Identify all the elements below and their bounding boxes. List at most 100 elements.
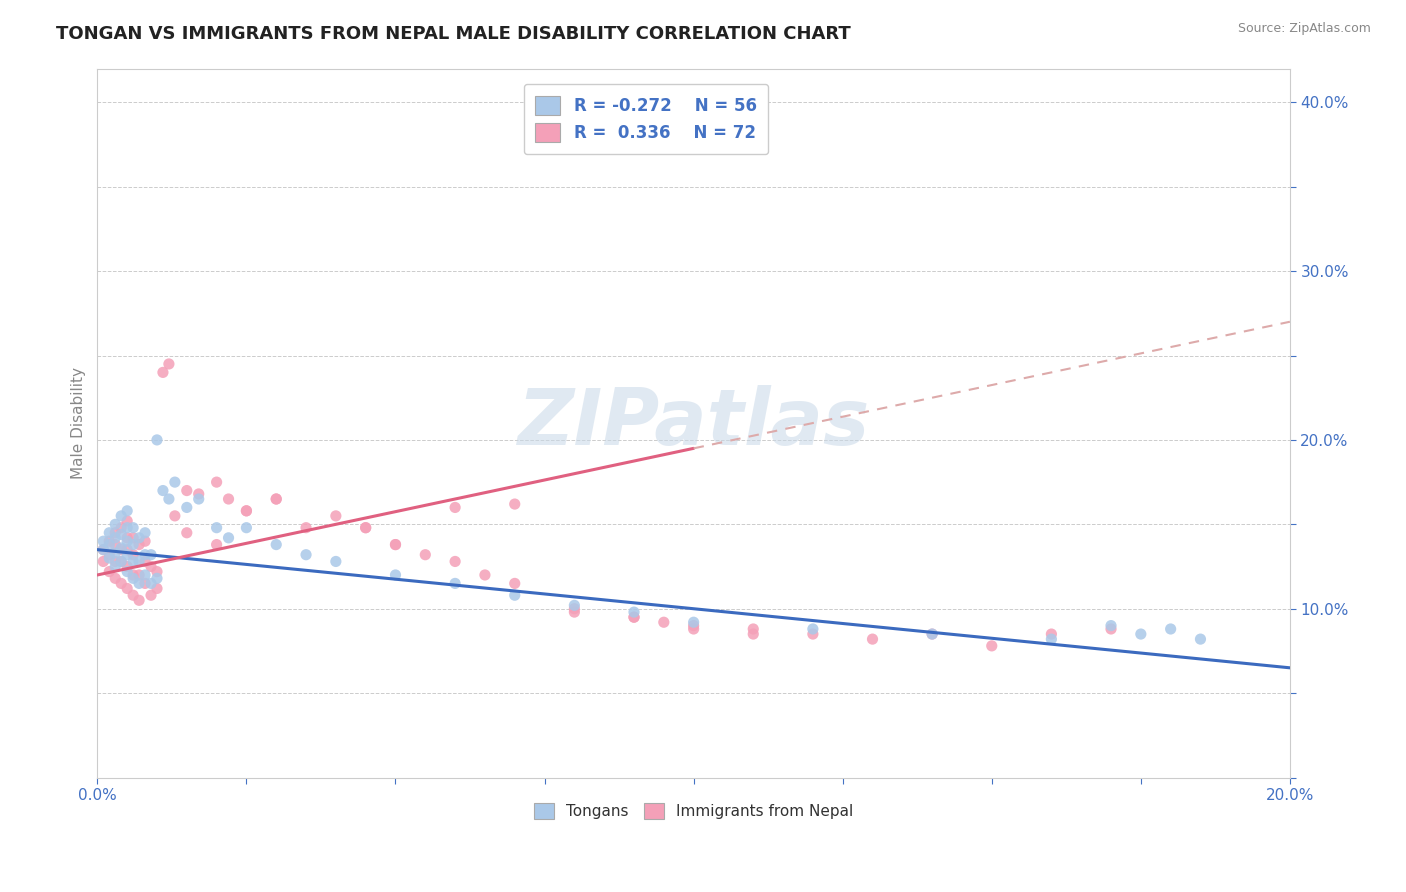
Point (682, 615, 704, 630)
Point (921, 627, 943, 641)
Point (235, 521, 257, 535)
Point (98, 565, 121, 579)
Point (921, 627, 943, 641)
Point (110, 527, 132, 541)
Point (444, 554, 467, 568)
Point (235, 504, 257, 518)
Point (122, 531, 145, 545)
Point (139, 559, 162, 574)
Point (1189, 632, 1212, 646)
Point (503, 497, 526, 511)
Point (122, 521, 145, 535)
Point (176, 525, 198, 540)
Point (205, 521, 228, 535)
Point (862, 632, 884, 646)
Point (218, 491, 240, 506)
Point (134, 576, 156, 591)
Point (122, 568, 145, 582)
Point (91, 542, 114, 557)
Point (354, 521, 377, 535)
Point (444, 576, 467, 591)
Point (1160, 622, 1182, 636)
Point (157, 357, 180, 371)
Point (91, 554, 114, 568)
Point (325, 508, 347, 523)
Point (122, 554, 145, 568)
Point (91, 534, 114, 549)
Point (115, 531, 138, 545)
Point (128, 531, 150, 545)
Point (187, 491, 209, 506)
Point (110, 508, 132, 523)
Point (682, 622, 704, 636)
Point (295, 548, 318, 562)
Point (503, 588, 526, 602)
Point (98, 534, 121, 549)
Point (1129, 627, 1152, 641)
Point (115, 565, 138, 579)
Point (652, 615, 675, 630)
Point (264, 491, 287, 506)
Point (122, 538, 145, 552)
Point (235, 504, 257, 518)
Point (176, 500, 198, 515)
Point (205, 475, 228, 489)
Point (623, 610, 645, 624)
Point (110, 541, 132, 555)
Point (110, 521, 132, 535)
Point (98, 548, 121, 562)
Point (134, 548, 156, 562)
Point (139, 576, 162, 591)
Point (134, 568, 156, 582)
Point (139, 588, 162, 602)
Point (157, 491, 180, 506)
Point (218, 531, 240, 545)
Point (104, 525, 127, 540)
Point (1099, 618, 1122, 632)
Point (110, 576, 132, 591)
Point (384, 538, 406, 552)
Point (115, 582, 138, 596)
Point (163, 475, 186, 489)
Point (146, 582, 169, 596)
Point (128, 568, 150, 582)
Point (98, 538, 121, 552)
Point (128, 593, 150, 607)
Point (110, 554, 132, 568)
Point (682, 618, 704, 632)
Point (104, 571, 127, 585)
Point (104, 531, 127, 545)
Point (1040, 627, 1063, 641)
Point (980, 639, 1002, 653)
Point (564, 601, 586, 615)
Point (564, 605, 586, 619)
Point (623, 605, 645, 619)
Point (110, 542, 132, 557)
Point (801, 622, 824, 636)
Point (354, 521, 377, 535)
Point (110, 554, 132, 568)
Point (104, 559, 127, 574)
Point (104, 554, 127, 568)
Point (122, 571, 145, 585)
Point (264, 491, 287, 506)
Point (384, 568, 406, 582)
Point (115, 542, 138, 557)
Text: ZIPatlas: ZIPatlas (517, 385, 870, 461)
Point (146, 571, 169, 585)
Point (152, 483, 174, 498)
Point (104, 538, 127, 552)
Point (742, 627, 765, 641)
Point (1099, 622, 1122, 636)
Point (444, 500, 467, 515)
Point (122, 588, 145, 602)
Point (1040, 632, 1063, 646)
Point (801, 627, 824, 641)
Point (474, 568, 496, 582)
Point (115, 504, 138, 518)
Y-axis label: Male Disability: Male Disability (72, 367, 86, 479)
Point (115, 534, 138, 549)
Text: Source: ZipAtlas.com: Source: ZipAtlas.com (1237, 22, 1371, 36)
Legend: Tongans, Immigrants from Nepal: Tongans, Immigrants from Nepal (527, 797, 859, 825)
Point (163, 508, 186, 523)
